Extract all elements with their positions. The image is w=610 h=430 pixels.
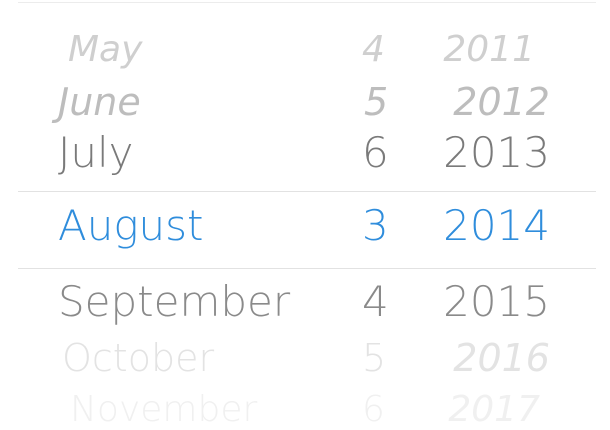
year-option[interactable]: 2015 — [443, 277, 550, 326]
day-option[interactable]: 5 — [362, 336, 387, 380]
day-option[interactable]: 4 — [362, 29, 385, 70]
picker-row[interactable]: September 4 2015 — [0, 281, 610, 331]
selection-bottom-divider — [18, 268, 596, 269]
month-option[interactable]: June — [58, 80, 141, 124]
year-option[interactable]: 2017 — [448, 389, 540, 430]
picker-row[interactable]: June 5 2012 — [0, 83, 610, 133]
month-option[interactable]: November — [70, 389, 258, 430]
month-option[interactable]: May — [68, 29, 143, 70]
selected-month[interactable]: August — [58, 201, 204, 250]
picker-row[interactable]: October 5 2016 — [0, 339, 610, 389]
selection-top-divider — [18, 191, 596, 192]
day-option[interactable]: 6 — [362, 389, 385, 430]
day-option[interactable]: 5 — [364, 80, 389, 124]
picker-row-selected[interactable]: August 3 2014 — [0, 205, 610, 255]
picker-row[interactable]: November 6 2017 — [0, 392, 610, 430]
month-option[interactable]: October — [62, 336, 215, 380]
day-option[interactable]: 6 — [362, 128, 389, 177]
picker-row[interactable]: May 4 2011 — [0, 32, 610, 82]
year-option[interactable]: 2011 — [443, 29, 535, 70]
month-option[interactable]: September — [58, 277, 291, 326]
year-option[interactable]: 2016 — [453, 336, 550, 380]
day-option[interactable]: 4 — [362, 277, 389, 326]
month-option[interactable]: July — [58, 128, 134, 177]
top-divider — [18, 2, 596, 3]
selected-year[interactable]: 2014 — [443, 201, 550, 250]
year-option[interactable]: 2012 — [453, 80, 550, 124]
selected-day[interactable]: 3 — [362, 201, 389, 250]
picker-row[interactable]: July 6 2013 — [0, 132, 610, 182]
year-option[interactable]: 2013 — [443, 128, 550, 177]
